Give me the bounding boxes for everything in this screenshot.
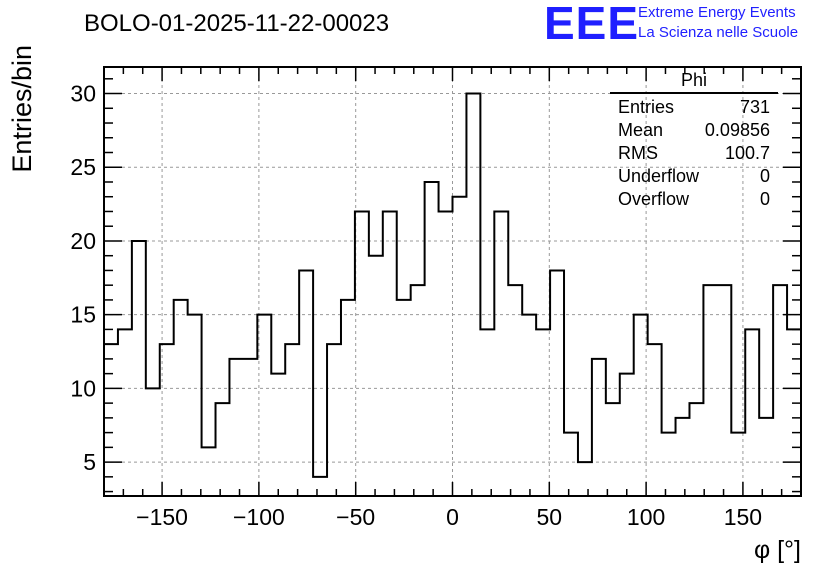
- histogram-bin: [689, 403, 703, 496]
- x-tick-label: 150: [724, 504, 762, 530]
- histogram-bin: [634, 315, 648, 496]
- histogram-bin: [466, 94, 480, 496]
- y-tick-label: 20: [70, 228, 96, 254]
- stats-label: Entries: [618, 97, 675, 117]
- histogram-bin: [397, 300, 411, 496]
- stats-value: 100.7: [724, 143, 770, 163]
- histogram-bin: [564, 433, 578, 496]
- histogram-bin: [508, 285, 522, 496]
- x-tick-label: −50: [336, 504, 375, 530]
- y-tick-label: 30: [70, 81, 96, 107]
- x-tick-label: 50: [537, 504, 563, 530]
- histogram-bin: [425, 182, 439, 496]
- x-axis-label: φ [°]: [754, 536, 801, 564]
- histogram-bin: [717, 285, 731, 496]
- histogram-bin: [787, 329, 801, 496]
- histogram-bin: [369, 256, 383, 496]
- histogram-bin: [759, 418, 773, 496]
- histogram-bin: [453, 197, 467, 496]
- y-tick-label: 5: [83, 449, 96, 475]
- stats-box: Phi Entries 731 Mean 0.09856 RMS 100.7 U…: [610, 70, 778, 211]
- y-tick-label: 25: [70, 154, 96, 180]
- histogram-bin: [480, 329, 494, 496]
- histogram-bin: [620, 374, 634, 496]
- histogram-bin: [299, 270, 313, 496]
- histogram-bin: [188, 315, 202, 496]
- eee-logo: EEE: [544, 0, 640, 49]
- y-axis-label: Entries/bin: [7, 45, 37, 173]
- histogram-outline: [104, 92, 801, 478]
- histogram-bin: [132, 241, 146, 496]
- histogram-bin: [146, 388, 160, 496]
- histogram-bin: [160, 344, 174, 496]
- histogram-bin: [522, 315, 536, 496]
- histogram-bin: [355, 211, 369, 496]
- x-tick-label: −150: [136, 504, 188, 530]
- stats-row-underflow: Underflow 0: [610, 165, 778, 188]
- histogram-bin: [327, 344, 341, 496]
- x-tick-label: −100: [233, 504, 285, 530]
- logo-subtitle-2: La Scienza nelle Scuole: [638, 24, 799, 41]
- histogram-title: BOLO-01-2025-11-22-00023: [84, 10, 390, 37]
- stats-label: Overflow: [618, 189, 690, 209]
- histogram-bin: [118, 329, 132, 496]
- histogram-bin: [745, 329, 759, 496]
- histogram-bin: [104, 344, 118, 496]
- histogram-bin: [703, 285, 717, 496]
- histogram-bin: [592, 359, 606, 496]
- stats-label: Mean: [618, 120, 664, 140]
- histogram-bin: [216, 403, 230, 496]
- stats-row-entries: Entries 731: [610, 96, 778, 119]
- logo-subtitle-1: Extreme Energy Events: [638, 4, 796, 21]
- histogram-bin: [773, 285, 787, 496]
- histogram-bin: [411, 285, 425, 496]
- stats-value: 0: [759, 166, 770, 186]
- histogram-bin: [243, 359, 257, 496]
- y-tick-label: 10: [70, 375, 96, 401]
- x-tick-label: 100: [627, 504, 665, 530]
- histogram-bin: [536, 329, 550, 496]
- histogram-bin: [439, 211, 453, 496]
- stats-value: 0: [759, 189, 770, 209]
- stats-value: 0.09856: [704, 120, 770, 140]
- histogram-bin: [174, 300, 188, 496]
- x-tick-label: 0: [446, 504, 459, 530]
- stats-row-rms: RMS 100.7: [610, 142, 778, 165]
- stats-row-mean: Mean 0.09856: [610, 119, 778, 142]
- histogram-bin: [578, 462, 592, 496]
- histogram-bin: [676, 418, 690, 496]
- histogram-bin: [229, 359, 243, 496]
- y-tick-label: 15: [70, 302, 96, 328]
- stats-label: Underflow: [618, 166, 700, 186]
- histogram-bin: [202, 447, 216, 496]
- histogram-bin: [606, 403, 620, 496]
- histogram-bin: [257, 315, 271, 496]
- stats-title: Phi: [610, 70, 778, 94]
- histogram-bin: [285, 344, 299, 496]
- histogram-bin: [383, 211, 397, 496]
- stats-label: RMS: [618, 143, 658, 163]
- histogram-bin: [662, 433, 676, 496]
- histogram-bin: [313, 477, 327, 496]
- histogram-bin: [494, 211, 508, 496]
- histogram-bin: [648, 344, 662, 496]
- stats-row-overflow: Overflow 0: [610, 188, 778, 211]
- stats-value: 731: [739, 97, 770, 117]
- histogram-bin: [341, 300, 355, 496]
- histogram-bin: [271, 374, 285, 496]
